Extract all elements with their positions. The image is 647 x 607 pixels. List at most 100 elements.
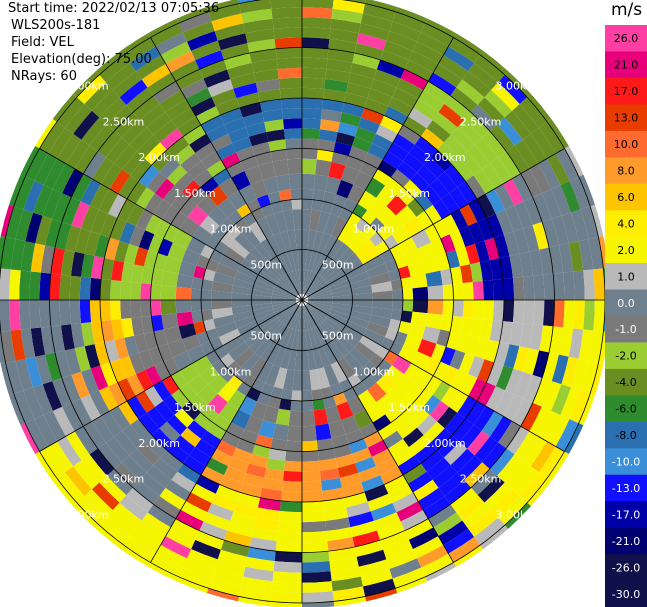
ppi-cell (370, 79, 397, 98)
range-ring-label: 1.00km (210, 223, 252, 236)
ppi-cell (138, 164, 160, 188)
ppi-cell (129, 46, 161, 72)
ppi-cell (264, 262, 282, 280)
ppi-cell (249, 48, 277, 63)
ppi-cell (241, 352, 261, 374)
ppi-cell (328, 161, 346, 180)
ppi-cell (489, 258, 503, 280)
ppi-cell (527, 478, 552, 507)
ppi-cell (472, 300, 484, 320)
ppi-cell (386, 194, 408, 216)
ppi-cell (146, 465, 172, 488)
ppi-cell (166, 136, 190, 158)
ppi-cell (328, 274, 349, 288)
ppi-cell (126, 87, 154, 113)
ppi-cell (133, 480, 160, 505)
ppi-cell (186, 31, 218, 51)
ppi-cell (322, 262, 340, 280)
ppi-cell (459, 204, 478, 227)
ppi-cell (39, 121, 66, 154)
ppi-cell (59, 300, 71, 326)
ppi-cell (221, 431, 241, 448)
ppi-cell (267, 396, 282, 409)
ppi-cell (147, 18, 179, 38)
colorbar-tick-label: 17.0 (614, 85, 639, 98)
ppi-cell (492, 300, 504, 322)
ppi-cell (560, 180, 581, 213)
ppi-cell (369, 217, 385, 233)
ppi-cell (431, 343, 447, 362)
ppi-cell (161, 313, 179, 330)
ppi-cell (114, 337, 130, 360)
ppi-cell (269, 601, 302, 607)
ppi-cell (474, 517, 505, 546)
ppi-cell (233, 501, 258, 518)
ppi-cell (287, 158, 302, 175)
ppi-cell (279, 87, 302, 100)
colorbar-swatch (605, 25, 647, 52)
ppi-cell (270, 0, 302, 9)
ppi-cell (180, 78, 208, 99)
ppi-cell (317, 139, 336, 152)
ppi-cell (522, 436, 547, 467)
ppi-cell (251, 300, 272, 306)
ppi-cell (337, 463, 359, 478)
ppi-cell (443, 134, 468, 159)
ppi-cell (367, 493, 393, 512)
ppi-cell (122, 151, 145, 176)
ppi-cell (121, 317, 135, 338)
ppi-cell (484, 89, 513, 118)
range-ring-labels: 500m1.00km1.50km2.00km2.50km3.00km500m1.… (67, 80, 537, 522)
ppi-cell (371, 281, 393, 293)
ppi-cell (318, 129, 338, 142)
ppi-cell (429, 178, 450, 200)
ppi-cell (282, 118, 302, 130)
ppi-cell (438, 103, 465, 128)
ppi-cell (9, 269, 21, 300)
ppi-cell (250, 401, 268, 421)
ppi-cell (422, 394, 441, 415)
ppi-cell (416, 414, 438, 436)
ppi-cell (302, 306, 306, 331)
ppi-cell (504, 110, 531, 140)
ppi-cell (440, 346, 456, 366)
field-label: Field: VEL (11, 35, 74, 50)
ppi-cell (430, 149, 453, 172)
ppi-cell (569, 390, 591, 424)
ppi-cell (366, 263, 389, 279)
ppi-cell (570, 358, 589, 391)
ppi-cell (256, 194, 271, 208)
ppi-cell (151, 149, 174, 172)
ppi-cell (313, 408, 329, 426)
ppi-cell (416, 210, 434, 230)
ppi-cell (424, 205, 442, 225)
ppi-cell (217, 382, 237, 403)
ppi-cell (309, 209, 321, 231)
ppi-cell (398, 320, 411, 335)
ppi-cell (532, 350, 549, 379)
ppi-cell (322, 99, 344, 113)
ppi-cell (425, 270, 443, 287)
ppi-cell (19, 270, 31, 300)
ppi-cell (495, 209, 514, 235)
ppi-cell (349, 232, 370, 253)
colorbar-tick-label: -1.0 (615, 323, 636, 336)
ppi-cell (462, 282, 474, 300)
ppi-cell (270, 438, 288, 451)
ppi-cell (499, 255, 513, 279)
ppi-cell (414, 442, 438, 464)
ppi-cell (462, 502, 492, 529)
ppi-cell (130, 300, 142, 318)
ppi-cell (203, 512, 231, 531)
ppi-cell (494, 234, 510, 259)
ppi-cell (311, 327, 323, 349)
ppi-cell (276, 326, 290, 347)
ppi-cell (55, 350, 72, 379)
ppi-cell (539, 247, 554, 275)
ppi-cell (428, 72, 457, 96)
ppi-cell (284, 273, 299, 296)
ppi-cell (342, 258, 364, 275)
ppi-cell (460, 264, 473, 284)
ppi-cell (348, 271, 370, 285)
ppi-cell (325, 68, 351, 83)
